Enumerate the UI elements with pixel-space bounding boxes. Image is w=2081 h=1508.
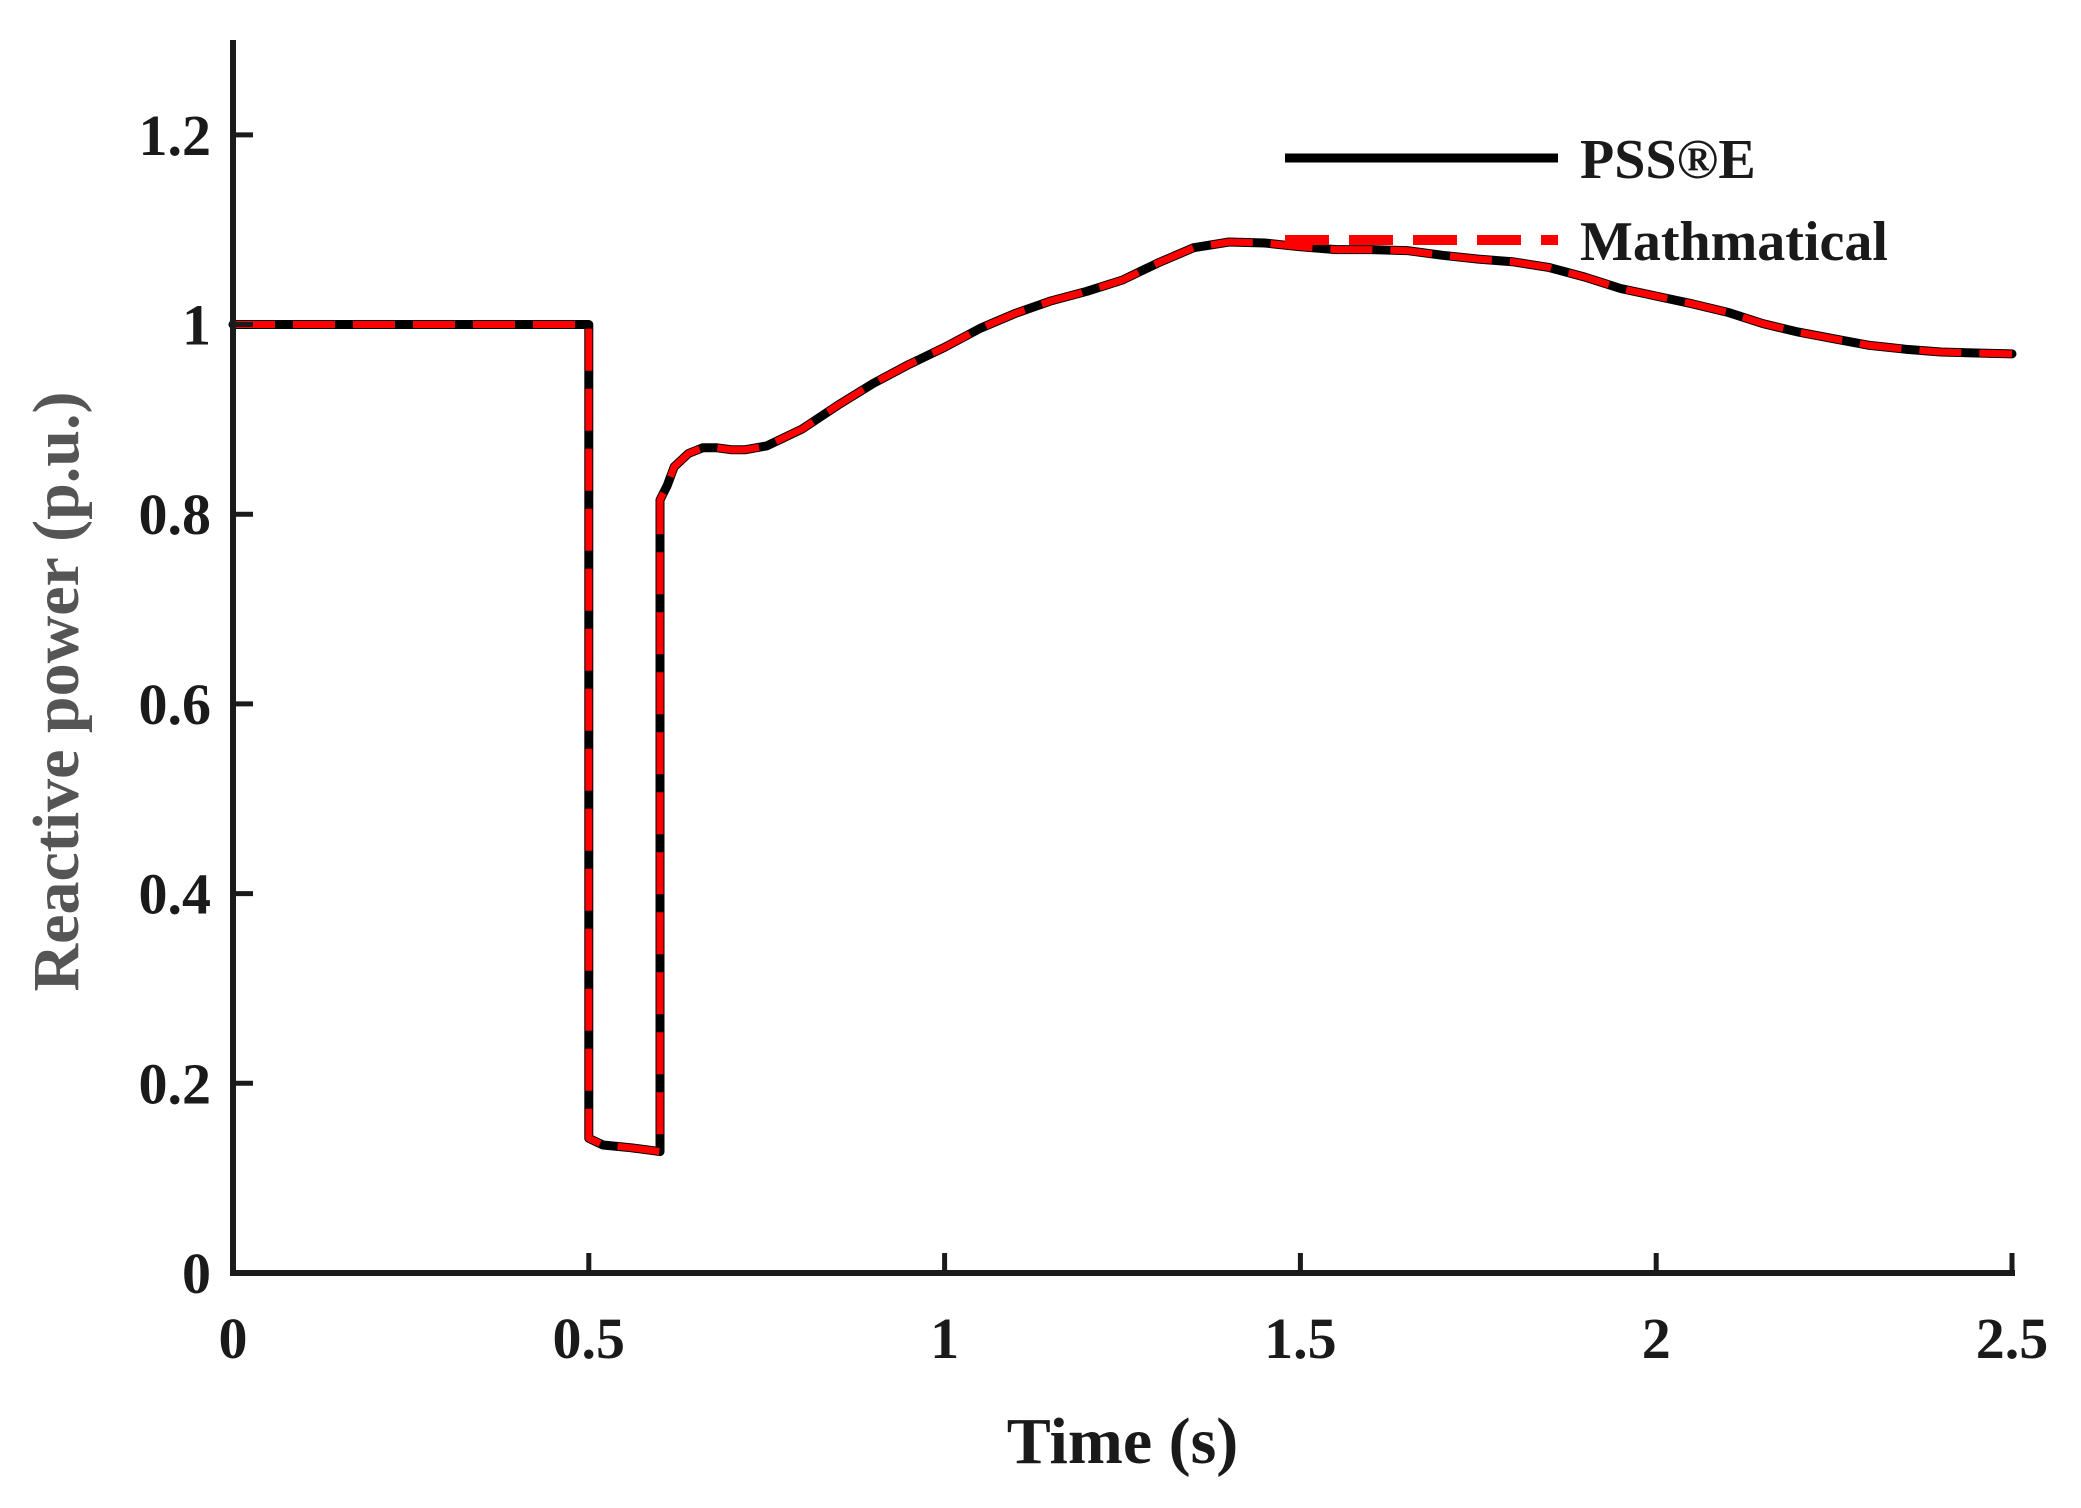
x-tick-label: 2.5 xyxy=(1976,1306,2049,1371)
y-tick-label: 0 xyxy=(182,1241,211,1306)
legend: PSS®E Mathmatical xyxy=(1285,129,1888,273)
y-tick-label: 0.2 xyxy=(139,1051,212,1116)
legend-label-mathmatical: Mathmatical xyxy=(1580,211,1888,273)
x-tick-label: 0 xyxy=(219,1306,248,1371)
y-tick-label: 0.6 xyxy=(139,672,212,737)
y-tick-label: 0.4 xyxy=(139,862,212,927)
y-tick-label: 1.2 xyxy=(139,103,212,168)
y-tick-label: 1 xyxy=(182,293,211,358)
series-layer xyxy=(228,237,2017,1157)
axes xyxy=(230,40,2015,1276)
x-tick-label: 1.5 xyxy=(1264,1306,1337,1371)
ticks: 0 0.5 1 1.5 2 2.5 0 0.2 0.4 0.6 0.8 1 1.2 xyxy=(139,103,2049,1371)
legend-label-pssoe: PSS®E xyxy=(1580,129,1756,191)
x-tick-label: 0.5 xyxy=(553,1306,626,1371)
series-line-mathmatical xyxy=(233,238,2013,1156)
y-tick-label: 0.8 xyxy=(139,482,212,547)
x-tick-label: 2 xyxy=(1642,1306,1671,1371)
x-axis-title: Time (s) xyxy=(1007,1405,1239,1478)
y-axis-title: Reactive power (p.u.) xyxy=(20,392,93,992)
x-tick-label: 1 xyxy=(930,1306,959,1371)
